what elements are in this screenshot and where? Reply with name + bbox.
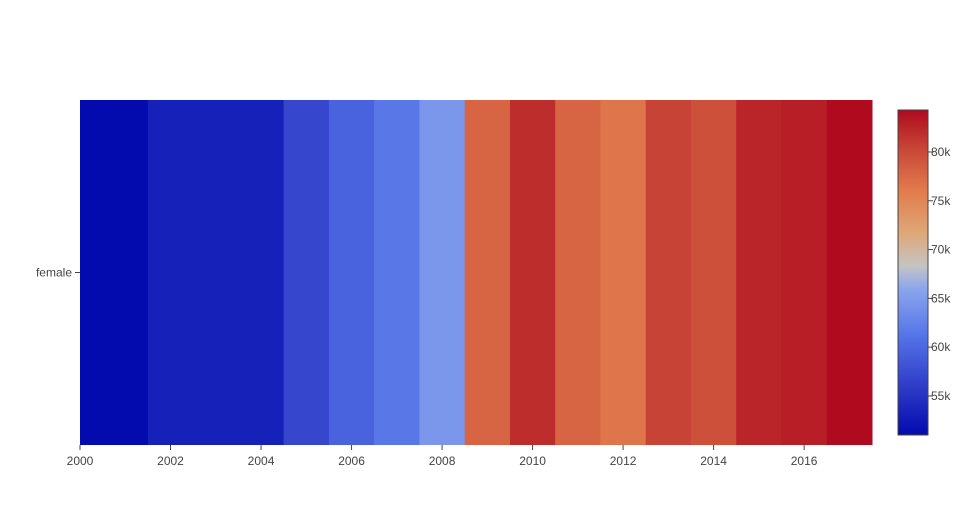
- x-tick-label: 2010: [519, 454, 546, 468]
- colorbar-tick-label: 55k: [931, 389, 951, 403]
- heatmap-cell: [464, 100, 511, 445]
- heatmap-cell: [645, 100, 692, 445]
- x-tick-label: 2000: [67, 454, 94, 468]
- colorbar-tick-label: 65k: [931, 291, 951, 305]
- x-tick-label: 2014: [700, 454, 727, 468]
- colorbar-tick-label: 70k: [931, 243, 951, 257]
- heatmap-cell: [419, 100, 466, 445]
- heatmap-cell: [283, 100, 330, 445]
- colorbar-tick-label: 60k: [931, 340, 951, 354]
- y-axis: female: [36, 266, 80, 280]
- heatmap-cell: [147, 100, 194, 445]
- heatmap-cells: [80, 100, 873, 445]
- heatmap-cell: [509, 100, 556, 445]
- colorbar-gradient: [897, 109, 929, 436]
- x-tick-label: 2016: [791, 454, 818, 468]
- heatmap-cell: [328, 100, 375, 445]
- x-axis: 2000 2002 2004 2006 2008 2010 2012 2014 2016: [67, 445, 818, 468]
- heatmap-cell: [736, 100, 782, 445]
- x-tick-label: 2012: [610, 454, 637, 468]
- heatmap-cell: [826, 100, 873, 445]
- heatmap-cell: [781, 100, 828, 445]
- heatmap-cell: [600, 100, 647, 445]
- heatmap-cell: [374, 100, 420, 445]
- heatmap-cell: [193, 100, 239, 445]
- x-tick-label: 2006: [338, 454, 365, 468]
- heatmap-cell: [555, 100, 601, 445]
- heatmap-cell: [690, 100, 737, 445]
- colorbar: 55k 60k 65k 70k 75k 80k: [897, 109, 951, 436]
- heatmap-cell: [102, 100, 149, 445]
- y-tick-label: female: [36, 266, 72, 280]
- heatmap-cell: [238, 100, 285, 445]
- colorbar-tick-label: 80k: [931, 145, 951, 159]
- x-tick-label: 2002: [157, 454, 184, 468]
- colorbar-tick-label: 75k: [931, 194, 951, 208]
- heatmap-cell: [80, 100, 104, 445]
- x-tick-label: 2008: [429, 454, 456, 468]
- x-tick-label: 2004: [248, 454, 275, 468]
